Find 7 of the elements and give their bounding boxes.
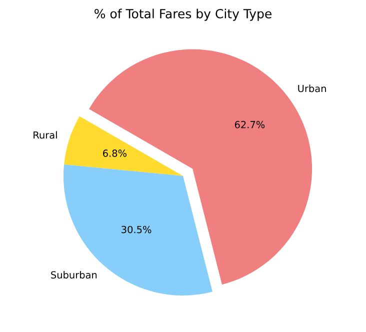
data-label: 62.7% (234, 120, 265, 128)
data-label: 30.5% (122, 226, 152, 234)
slice-label: Rural (34, 131, 57, 139)
slice-label: Urban (298, 84, 326, 92)
data-label: 6.8% (103, 150, 127, 157)
chart-title: % of Total Fares by City Type (94, 8, 272, 21)
slice-label: Suburban (51, 271, 97, 279)
